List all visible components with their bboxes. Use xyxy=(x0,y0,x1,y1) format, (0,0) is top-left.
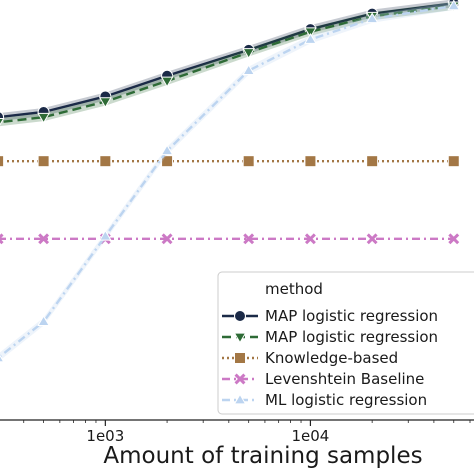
series-3-point-3 xyxy=(37,155,50,168)
series-2-point-2 xyxy=(0,118,5,126)
series-4-point-8 xyxy=(366,233,378,245)
legend-swatch-marker xyxy=(234,352,246,364)
legend-items: MAP logistic regression MAP logistic regr… xyxy=(222,307,438,409)
series-4-point-3 xyxy=(38,233,50,245)
series-3 xyxy=(0,155,460,168)
series-5 xyxy=(0,0,461,363)
x-ticks: 1e031e041e05 xyxy=(23,420,471,445)
x-axis-title: Amount of training samples xyxy=(103,443,422,469)
series-3-point-9 xyxy=(447,155,460,168)
x-tick-label-2: 1e04 xyxy=(291,427,329,445)
legend-swatch-marker xyxy=(233,393,247,405)
legend-label: ML logistic regression xyxy=(265,391,427,409)
series-5-point-9 xyxy=(447,0,461,11)
series-5-point-8 xyxy=(365,12,379,24)
legend-entry-5: ML logistic regression xyxy=(222,391,427,409)
series-5-line xyxy=(0,4,454,358)
series-5-point-6 xyxy=(242,64,256,75)
legend-swatch-marker xyxy=(233,332,247,344)
series-2-point-3 xyxy=(37,112,50,124)
series-4-point-9 xyxy=(448,233,460,245)
series-2-point-4 xyxy=(98,97,112,109)
series-4-point-6 xyxy=(243,233,255,245)
series-5-point-5 xyxy=(160,144,174,156)
series-2-point-5 xyxy=(160,76,174,88)
legend-title: method xyxy=(265,280,323,298)
series-5-point-3 xyxy=(37,315,50,326)
series-2-confidence-band xyxy=(0,1,454,127)
series-5-point-4 xyxy=(98,229,112,241)
series-3-point-6 xyxy=(242,155,255,168)
legend-entry-3: Knowledge-based xyxy=(222,349,398,367)
series-2-point-7 xyxy=(304,27,317,39)
series-4-point-5 xyxy=(161,233,173,245)
legend-label: MAP logistic regression xyxy=(265,307,438,325)
series-3-point-2 xyxy=(0,155,5,168)
series-5-point-2 xyxy=(0,354,5,363)
series-3-point-8 xyxy=(366,155,379,168)
series-3-point-4 xyxy=(99,155,112,168)
legend-entry-2: MAP logistic regression xyxy=(222,328,438,346)
legend-label: Levenshtein Baseline xyxy=(265,370,424,388)
series-4-point-7 xyxy=(304,233,316,245)
series-5-point-7 xyxy=(304,33,317,44)
legend-entry-1: MAP logistic regression xyxy=(222,307,438,325)
series-layer xyxy=(0,0,461,363)
legend-box xyxy=(217,271,474,415)
legend-entry-4: Levenshtein Baseline xyxy=(222,370,424,388)
legend-label: MAP logistic regression xyxy=(265,328,438,346)
series-2-point-6 xyxy=(242,48,256,59)
series-4-point-2 xyxy=(0,233,4,245)
series-3-point-7 xyxy=(304,155,317,168)
x-tick-label-1: 1e03 xyxy=(86,427,124,445)
series-3-point-5 xyxy=(161,155,174,168)
legend-swatch-marker xyxy=(234,310,246,322)
legend-label: Knowledge-based xyxy=(265,349,398,367)
legend-swatch-marker xyxy=(234,373,246,385)
